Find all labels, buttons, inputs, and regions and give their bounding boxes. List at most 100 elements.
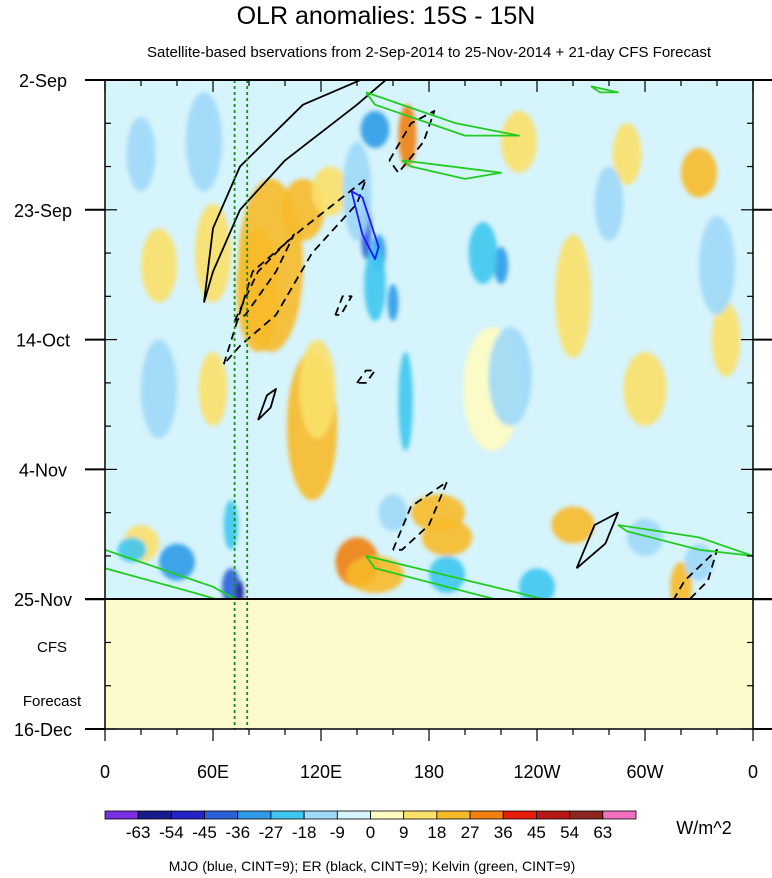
anomaly-patch-31	[364, 246, 386, 322]
kelvin-contour-14	[365, 555, 546, 599]
forecast-region	[105, 599, 753, 729]
anomaly-patch-15	[421, 518, 473, 556]
x-tick-label: 180	[414, 762, 444, 782]
anomaly-patch-51	[378, 494, 408, 532]
kelvin-contour-15	[617, 524, 753, 557]
colorbar-label: -45	[192, 823, 217, 842]
y-tick-label: 16-Dec	[14, 720, 72, 740]
colorbar-swatch	[170, 810, 205, 820]
reference-lines	[233, 80, 249, 729]
chart-subtitle: Satellite-based bservations from 2-Sep-2…	[147, 44, 712, 61]
anomaly-patch-10	[195, 203, 231, 303]
colorbar-swatch	[602, 810, 637, 820]
anomaly-patch-30	[387, 283, 399, 322]
x-tick-label: 60W	[626, 762, 663, 782]
anomaly-patch-20	[711, 302, 741, 377]
er-contour-2	[233, 233, 295, 322]
anomaly-patch-24	[501, 110, 537, 173]
forecast-label-line-1: CFS	[37, 639, 67, 656]
colorbar-label: 18	[427, 823, 446, 842]
colorbar-label: 45	[527, 823, 546, 842]
forecast-label-line-2: Forecast	[23, 693, 82, 710]
colorbar-swatch	[303, 810, 338, 820]
colorbar-swatch	[237, 810, 272, 820]
er-contour-0	[203, 80, 388, 303]
anomaly-patch-13	[346, 555, 404, 594]
anomaly-patch-9	[141, 228, 177, 303]
colorbar-units: W/m^2	[676, 818, 731, 838]
wave-contours	[105, 80, 753, 599]
anomaly-patch-32	[398, 351, 413, 451]
colorbar-swatch	[569, 810, 604, 820]
er-contour-6	[257, 388, 277, 421]
anomaly-patches	[117, 92, 741, 599]
anomaly-patch-34	[468, 222, 498, 284]
plot-area	[85, 79, 772, 730]
colorbar-swatch	[536, 810, 571, 820]
x-tick-label: 0	[748, 762, 758, 782]
colorbar-label: -18	[292, 823, 317, 842]
colorbar-label: 27	[461, 823, 480, 842]
anomaly-patch-23	[555, 234, 591, 359]
x-tick-label: 120E	[300, 762, 342, 782]
kelvin-contour-12	[401, 159, 502, 180]
er-contour-4	[334, 295, 353, 316]
er-contour-9	[672, 548, 718, 599]
colorbar-swatch	[104, 810, 139, 820]
y-tick-label: 25-Nov	[14, 590, 72, 610]
colorbar-swatch	[469, 810, 504, 820]
chart-title: OLR anomalies: 15S - 15N	[237, 2, 536, 30]
anomaly-patch-5	[398, 104, 417, 167]
anomaly-patch-43	[236, 580, 244, 599]
colorbar-swatch	[204, 810, 239, 820]
y-tick-label: 14-Oct	[16, 331, 70, 351]
anomaly-patch-41	[699, 215, 735, 315]
mjo-contour-10	[350, 190, 380, 261]
anomaly-patch-50	[684, 543, 714, 581]
y-tick-label: 2-Sep	[19, 71, 67, 91]
er-contour-5	[356, 369, 376, 384]
anomaly-patch-33	[493, 246, 509, 284]
anomaly-patch-35	[342, 141, 372, 241]
anomaly-patch-36	[186, 92, 222, 192]
kelvin-contour-13	[105, 548, 238, 599]
anomaly-patch-21	[623, 351, 667, 427]
x-tick-label: 60E	[197, 762, 229, 782]
anomaly-patch-46	[223, 500, 239, 550]
chart-footer: MJO (blue, CINT=9); ER (black, CINT=9); …	[169, 858, 576, 874]
y-tick-label: 4-Nov	[19, 460, 67, 480]
colorbar-swatch	[270, 810, 305, 820]
colorbar-swatch	[403, 810, 438, 820]
y-axis: 2-Sep 23-Sep 14-Oct 4-Nov 25-Nov 16-Dec	[14, 71, 772, 740]
anomaly-patch-39	[488, 327, 532, 427]
kelvin-contour-16	[590, 85, 619, 94]
x-tick-label: 0	[100, 762, 110, 782]
colorbar-label: 9	[399, 823, 408, 842]
anomaly-patch-49	[627, 518, 663, 556]
y-tick-label: 23-Sep	[14, 201, 72, 221]
anomaly-patch-17	[670, 562, 692, 599]
colorbar-swatch	[502, 810, 537, 820]
colorbar-swatch	[336, 810, 371, 820]
anomaly-patch-40	[594, 166, 624, 241]
colorbar-swatch	[370, 810, 405, 820]
colorbar-label: -54	[159, 823, 184, 842]
colorbar-label: -9	[330, 823, 345, 842]
anomaly-patch-38	[141, 339, 177, 439]
er-contour-8	[575, 511, 619, 569]
anomaly-patch-16	[551, 506, 595, 544]
colorbar-label: 54	[560, 823, 579, 842]
colorbar-label: -27	[259, 823, 284, 842]
er-contour-1	[222, 177, 367, 365]
forecast-label: CFS Forecast	[23, 639, 82, 710]
x-axis: 0 60E 120E 180 120W 60W 0	[100, 80, 758, 782]
anomaly-patch-48	[519, 568, 555, 599]
anomaly-patch-7	[299, 339, 336, 439]
er-contour-7	[392, 480, 448, 551]
colorbar-swatch	[137, 810, 172, 820]
kelvin-contour-11	[365, 91, 520, 137]
anomaly-patch-37	[126, 117, 156, 192]
anomaly-patch-18	[612, 123, 642, 186]
anomaly-patch-8	[198, 351, 228, 427]
